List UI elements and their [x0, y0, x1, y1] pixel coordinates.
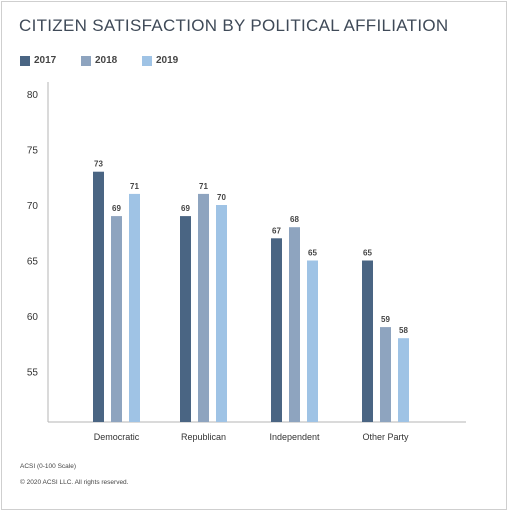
data-label: 73: [94, 160, 103, 169]
bar-2017: [362, 260, 373, 422]
data-label: 58: [399, 326, 408, 335]
y-tick-label: 55: [27, 368, 39, 379]
y-tick-labels: 80 75 70 65 60 55: [27, 90, 39, 379]
data-label: 71: [199, 182, 208, 191]
bar-2018: [111, 216, 122, 422]
legend-label-2018: 2018: [95, 55, 118, 66]
category-label: Republican: [181, 432, 226, 442]
bars: [93, 171, 409, 422]
category-label: Independent: [269, 432, 320, 442]
bar-2017: [180, 216, 191, 422]
bar-2019: [129, 193, 140, 422]
legend-swatch-2018: [81, 56, 91, 66]
chart-title: CITIZEN SATISFACTION BY POLITICAL AFFILI…: [19, 16, 449, 35]
category-labels: Democratic Republican Independent Other Par…: [94, 432, 409, 442]
data-label: 59: [381, 315, 390, 324]
y-tick-label: 60: [27, 312, 39, 323]
scale-note: ACSI (0-100 Scale): [20, 463, 76, 470]
bar-2017: [93, 171, 104, 422]
category-label: Democratic: [94, 432, 140, 442]
legend-label-2019: 2019: [156, 55, 179, 66]
data-label: 70: [217, 193, 226, 202]
data-label: 65: [308, 249, 317, 258]
data-label: 71: [130, 182, 139, 191]
data-labels: 73 69 71 69 71 70 67 68 65 65 59 58: [94, 160, 408, 336]
legend-swatch-2017: [20, 56, 30, 66]
bar-2019: [216, 205, 227, 422]
legend-label-2017: 2017: [34, 55, 57, 66]
bar-2019: [307, 260, 318, 422]
bar-2019: [398, 338, 409, 422]
y-tick-label: 65: [27, 257, 39, 268]
legend-swatch-2019: [142, 56, 152, 66]
category-label: Other Party: [362, 432, 409, 442]
bar-2018: [289, 227, 300, 422]
data-label: 68: [290, 215, 299, 224]
y-tick-label: 80: [27, 90, 39, 101]
copyright-note: © 2020 ACSI LLC. All rights reserved.: [20, 479, 129, 486]
bar-2018: [198, 193, 209, 422]
bar-2018: [380, 327, 391, 422]
data-label: 67: [272, 226, 281, 235]
data-label: 69: [181, 204, 190, 213]
data-label: 65: [363, 249, 372, 258]
bar-2017: [271, 238, 282, 422]
y-tick-label: 75: [27, 146, 39, 157]
data-label: 69: [112, 204, 121, 213]
y-tick-label: 70: [27, 201, 39, 212]
